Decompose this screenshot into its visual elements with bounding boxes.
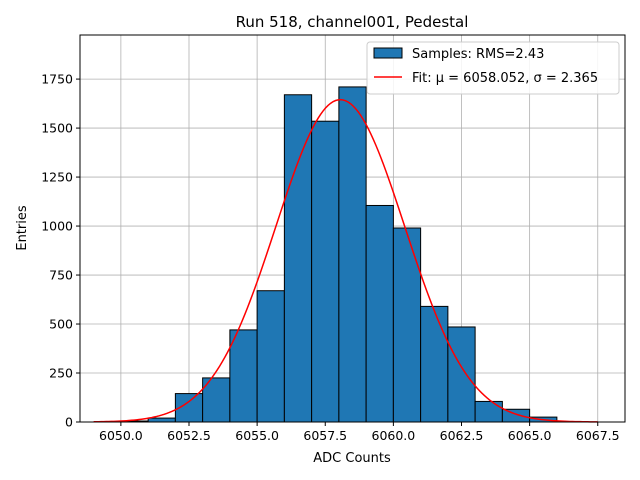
legend-label-samples: Samples: RMS=2.43 bbox=[412, 47, 544, 62]
x-tick-label: 6057.5 bbox=[303, 428, 347, 443]
x-tick-label: 6067.5 bbox=[576, 428, 620, 443]
x-tick-label: 6065.0 bbox=[508, 428, 552, 443]
y-axis-label: Entries bbox=[15, 205, 30, 251]
histogram-bar bbox=[283, 94, 313, 423]
histogram-bar bbox=[420, 305, 449, 423]
x-axis-ticks: 6050.0 6052.5 6055.0 6057.5 6060.0 6062.5 6065… bbox=[99, 422, 620, 443]
y-tick-label: 500 bbox=[49, 317, 73, 332]
x-axis-label: ADC Counts bbox=[313, 451, 391, 466]
y-tick-label: 750 bbox=[49, 268, 73, 283]
legend-swatch-samples bbox=[373, 47, 403, 59]
y-tick-label: 1000 bbox=[41, 219, 73, 234]
x-tick-label: 6052.5 bbox=[167, 428, 211, 443]
histogram-bar bbox=[256, 290, 285, 423]
legend-label-fit: Fit: μ = 6058.052, σ = 2.365 bbox=[412, 71, 598, 86]
y-tick-label: 250 bbox=[49, 366, 73, 381]
histogram-bar bbox=[474, 400, 503, 423]
y-tick-label: 1250 bbox=[41, 170, 73, 185]
histogram-bar bbox=[338, 86, 367, 423]
plot-frame bbox=[79, 34, 626, 423]
y-tick-label: 1500 bbox=[41, 121, 73, 136]
histogram-bar bbox=[447, 326, 476, 423]
legend-box bbox=[366, 41, 620, 95]
y-tick-label: 0 bbox=[65, 415, 73, 430]
legend: Samples: RMS=2.43 Fit: μ = 6058.052, σ =… bbox=[366, 41, 620, 95]
x-tick-label: 6060.0 bbox=[372, 428, 416, 443]
chart-title: Run 518, channel001, Pedestal bbox=[236, 13, 469, 31]
x-tick-label: 6050.0 bbox=[99, 428, 143, 443]
histogram-bar bbox=[229, 329, 258, 423]
y-tick-label: 1750 bbox=[41, 72, 73, 87]
histogram-bar bbox=[311, 120, 340, 423]
histogram-bar bbox=[147, 417, 176, 423]
x-tick-label: 6062.5 bbox=[440, 428, 484, 443]
fit-curve bbox=[93, 98, 598, 423]
y-axis-ticks: 0 250 500 750 1000 1250 1500 1750 bbox=[41, 72, 80, 430]
x-tick-label: 6055.0 bbox=[235, 428, 279, 443]
histogram-bar bbox=[392, 227, 422, 423]
histogram-bar bbox=[365, 204, 394, 423]
